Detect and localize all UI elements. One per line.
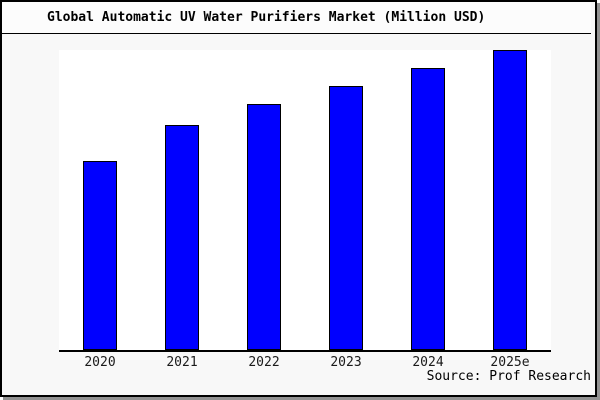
- x-tick-label: 2023: [330, 355, 362, 370]
- plot-area: [59, 50, 551, 350]
- bar: [165, 125, 199, 350]
- x-tick-label: 2024: [412, 355, 444, 370]
- x-tick-label: 2022: [248, 355, 280, 370]
- bar: [493, 50, 527, 350]
- bar: [83, 161, 117, 350]
- bar: [329, 86, 363, 350]
- bar: [247, 104, 281, 350]
- source-note: Source: Prof Research: [426, 369, 591, 384]
- x-axis-line: [59, 350, 551, 352]
- x-tick-label: 2020: [84, 355, 116, 370]
- chart-title-bar: Global Automatic UV Water Purifiers Mark…: [2, 2, 591, 34]
- x-tick-label: 2025e: [490, 355, 530, 370]
- chart-title: Global Automatic UV Water Purifiers Mark…: [47, 10, 486, 25]
- x-tick-label: 2021: [166, 355, 198, 370]
- bar: [411, 68, 445, 350]
